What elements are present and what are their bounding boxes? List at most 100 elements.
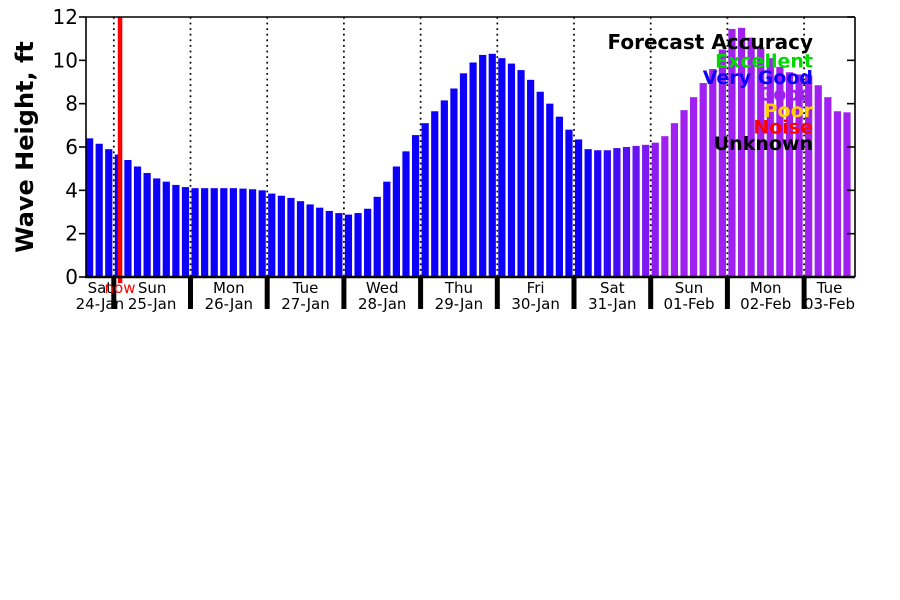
day-label-weekday: Sun [675, 279, 704, 297]
day-separator-tick [801, 278, 807, 309]
wave-bar [95, 143, 103, 277]
day-separator-tick [188, 278, 193, 309]
wave-bar [124, 160, 132, 277]
day-label-weekday: Fri [527, 279, 545, 297]
wave-bar [86, 138, 94, 277]
day-label-date: 30-Jan [511, 295, 559, 313]
wave-bar [411, 135, 420, 277]
wave-bar [574, 139, 583, 277]
wave-bar [133, 166, 142, 277]
wave-bar [690, 97, 698, 277]
wave-bar [498, 58, 506, 277]
wave-bar [296, 201, 305, 277]
legend-entry: Excellent [715, 51, 813, 73]
legend-entry: Poor [764, 100, 814, 122]
day-separator-tick [648, 278, 654, 309]
wave-bar [766, 58, 774, 277]
wave-bar [392, 166, 400, 277]
day-label-date: 26-Jan [205, 295, 253, 313]
wave-bar [373, 196, 381, 277]
wave-bar [268, 193, 276, 277]
wave-bar [833, 111, 842, 277]
day-separator-tick [264, 278, 270, 309]
day-separator-tick [724, 278, 730, 309]
day-label-weekday: Mon [750, 279, 782, 297]
wave-bar [527, 79, 535, 277]
wave-bar [354, 213, 362, 277]
y-tick-label: 4 [65, 178, 78, 202]
wave-bar [517, 70, 525, 277]
day-separator-tick [111, 278, 117, 309]
wave-bar [632, 145, 640, 277]
wave-bar [181, 187, 190, 277]
wave-bar [162, 181, 170, 277]
day-label-date: 31-Jan [588, 295, 636, 313]
wave-bar [805, 75, 813, 277]
wave-bar [651, 142, 659, 277]
wave-bar [680, 110, 688, 277]
wave-bar [316, 207, 324, 277]
legend-entry: Unknown [714, 133, 813, 155]
wave-bar [785, 72, 794, 277]
wave-bar [546, 103, 554, 277]
legend-entry: Good [758, 84, 813, 106]
legend-entry: Very Good [703, 67, 813, 89]
day-label-date: 28-Jan [358, 295, 406, 313]
wave-bar [843, 112, 851, 277]
y-tick-label: 2 [65, 222, 78, 246]
wave-bar [594, 150, 602, 277]
wave-bar [613, 148, 621, 277]
wave-bar [306, 204, 314, 277]
day-label-date: 29-Jan [435, 295, 483, 313]
wave-bar [479, 54, 487, 277]
day-label-weekday: Tue [292, 279, 319, 297]
wave-bar [699, 83, 707, 277]
legend-title: Forecast Accuracy [608, 30, 813, 54]
wave-bar [670, 123, 679, 277]
wave-bar [402, 151, 410, 277]
wave-bar [824, 97, 832, 277]
wave-bar [709, 69, 717, 277]
wave-bar [344, 214, 353, 277]
wave-bar [143, 173, 151, 277]
y-tick-label: 12 [53, 5, 78, 29]
day-label-date: 27-Jan [281, 295, 329, 313]
wave-bar [431, 111, 439, 277]
wave-bar [383, 181, 391, 277]
wave-bar [507, 63, 516, 277]
wave-bar [277, 195, 285, 277]
day-label-date: 03-Feb [804, 295, 855, 313]
wave-bar [335, 213, 343, 277]
wave-bar [229, 188, 238, 277]
day-label-weekday: Mon [213, 279, 245, 297]
wave-bar [239, 188, 247, 277]
wave-bar [584, 149, 592, 277]
wave-bar [565, 129, 573, 277]
wave-bar [172, 184, 180, 277]
wave-bar [536, 91, 544, 277]
wave-bar [718, 49, 726, 277]
day-separator-tick [571, 278, 577, 309]
day-separator-tick [341, 278, 347, 309]
wave-bar [603, 150, 611, 277]
wave-bar [153, 178, 161, 277]
day-label-weekday: Thu [444, 279, 473, 297]
wave-bar [757, 47, 765, 277]
y-axis-label: Wave Height, ft [11, 41, 39, 253]
wave-bar [747, 37, 755, 277]
wave-bar [469, 62, 477, 277]
wave-bar [191, 188, 199, 277]
day-label-date: 01-Feb [663, 295, 714, 313]
wave-bar [555, 116, 563, 277]
wave-bar [795, 74, 803, 277]
wave-bar [220, 188, 228, 277]
wave-bar [642, 144, 650, 277]
wave-bar [287, 197, 295, 277]
day-separator-tick [418, 278, 424, 309]
wave-bar [459, 73, 468, 277]
day-separator-tick [494, 278, 500, 309]
wave-bar [814, 85, 822, 277]
y-tick-label: 10 [53, 48, 78, 72]
now-label: now [105, 279, 136, 297]
